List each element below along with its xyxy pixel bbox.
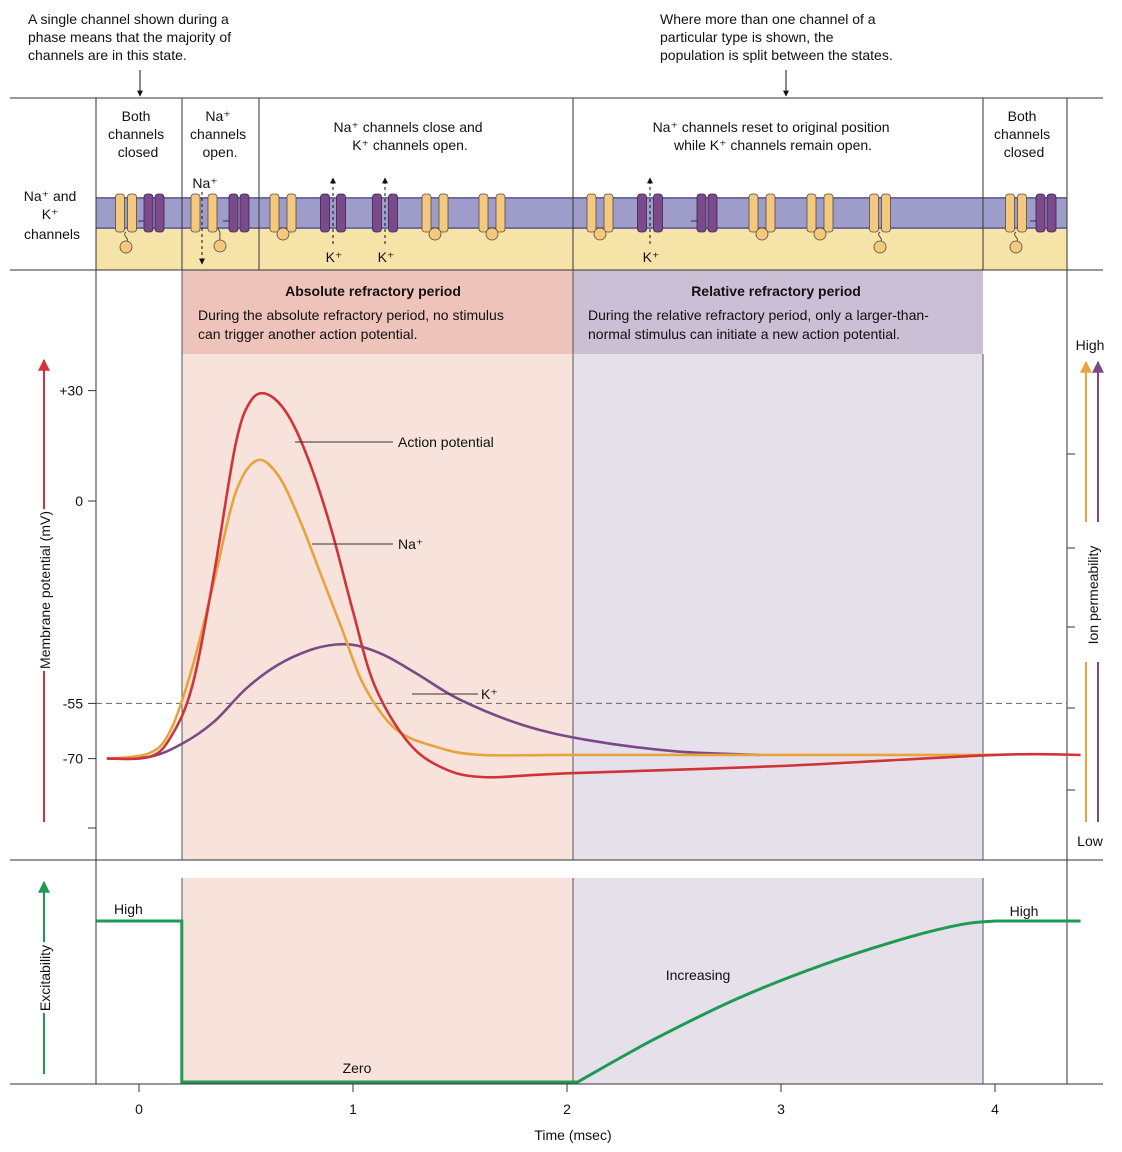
- membrane-band: [96, 198, 1067, 228]
- note-left: A single channel shown during a phase me…: [28, 11, 235, 63]
- x-tick-label: 1: [349, 1101, 357, 1117]
- permeability-curves: [106, 391, 1081, 779]
- na-channel-icon: [421, 193, 449, 241]
- phase-1-label: Both channels closed: [108, 108, 168, 160]
- excitability-curve-layer: [96, 919, 1081, 1084]
- na-channel-icon: [806, 193, 834, 241]
- absolute-refractory-body-bg: [182, 354, 573, 860]
- relative-refractory-body-bg: [573, 354, 983, 860]
- time-axis-label: Time (msec): [534, 1127, 611, 1143]
- excitability-axis-label: Excitability: [37, 945, 53, 1011]
- x-tick-label: 4: [991, 1101, 999, 1117]
- absolute-period-title: Absolute refractory period: [285, 283, 461, 299]
- x-tick-label: 2: [563, 1101, 571, 1117]
- note-right: Where more than one channel of a particu…: [660, 11, 893, 63]
- k-curve-label: K⁺: [481, 686, 498, 702]
- k-ion-label-2: K⁺: [378, 249, 395, 265]
- na-channel-icon: [1005, 193, 1027, 254]
- k-channel-icon: [1030, 193, 1057, 233]
- cytoplasm-band: [96, 228, 1067, 270]
- k-permeability-curve: [106, 642, 760, 760]
- phase-2-label: Na⁺ channels open.: [190, 108, 250, 160]
- phase-5-label: Both channels closed: [994, 108, 1054, 160]
- permeability-high-label: High: [1076, 337, 1105, 353]
- y-tick-label: +30: [59, 383, 83, 399]
- permeability-low-label: Low: [1077, 833, 1104, 849]
- y-tick-label: 0: [75, 493, 83, 509]
- permeability-axis-label: Ion permeability: [1085, 546, 1101, 645]
- relative-refractory-header-bg: [573, 270, 983, 354]
- x-tick-label: 0: [135, 1101, 143, 1117]
- na-curve-label: Na⁺: [398, 536, 423, 552]
- k-channel-icon: [372, 193, 398, 233]
- k-channel-icon: [223, 193, 250, 233]
- excitability-absolute-bg: [182, 878, 573, 1084]
- k-channel-icon: [320, 193, 346, 233]
- membrane-potential-axis-label: Membrane potential (mV): [37, 511, 53, 669]
- permeability-ticks: [1067, 453, 1075, 791]
- action-potential-curve: [106, 391, 1081, 779]
- absolute-refractory-header-bg: [182, 270, 573, 354]
- na-channel-icon: [190, 193, 227, 253]
- na-channel-icon: [115, 193, 137, 254]
- phase-3-label: Na⁺ channels close and K⁺ channels open.: [334, 119, 487, 153]
- x-tick-label: 3: [777, 1101, 785, 1117]
- excitability-increasing: Increasing: [666, 967, 731, 983]
- channels-row-label: Na⁺ and K⁺ channels: [24, 188, 80, 242]
- excitability-zero: Zero: [343, 1060, 372, 1076]
- na-permeability-curve: [106, 458, 995, 760]
- excitability-high-right: High: [1010, 903, 1039, 919]
- na-channel-icon: [748, 193, 776, 241]
- y-tick-label: -70: [63, 751, 83, 767]
- na-channel-icon: [269, 193, 297, 241]
- na-channel-icon: [586, 193, 614, 241]
- time-axis-ticks: 0 1 2 3 4: [135, 1084, 999, 1117]
- k-ion-label-1: K⁺: [326, 249, 343, 265]
- na-channel-icon: [869, 193, 891, 254]
- k-ion-label-3: K⁺: [643, 249, 660, 265]
- phase-4-label: Na⁺ channels reset to original position …: [653, 119, 894, 153]
- relative-period-text: During the relative refractory period, o…: [588, 307, 933, 342]
- absolute-period-text: During the absolute refractory period, n…: [198, 307, 508, 342]
- excitability-curve: [96, 919, 1081, 1084]
- membrane-potential-ticks: +30 0 -55 -70: [59, 383, 96, 829]
- relative-period-title: Relative refractory period: [691, 283, 861, 299]
- k-channel-icon: [138, 193, 165, 233]
- na-channel-icon: [478, 193, 506, 241]
- k-channel-icon: [637, 193, 663, 233]
- na-ion-label: Na⁺: [192, 175, 217, 191]
- action-potential-label: Action potential: [398, 434, 494, 450]
- y-tick-label: -55: [63, 695, 83, 711]
- excitability-high-left: High: [114, 901, 143, 917]
- k-channel-icon: [691, 193, 718, 233]
- channel-layer: [115, 193, 1057, 254]
